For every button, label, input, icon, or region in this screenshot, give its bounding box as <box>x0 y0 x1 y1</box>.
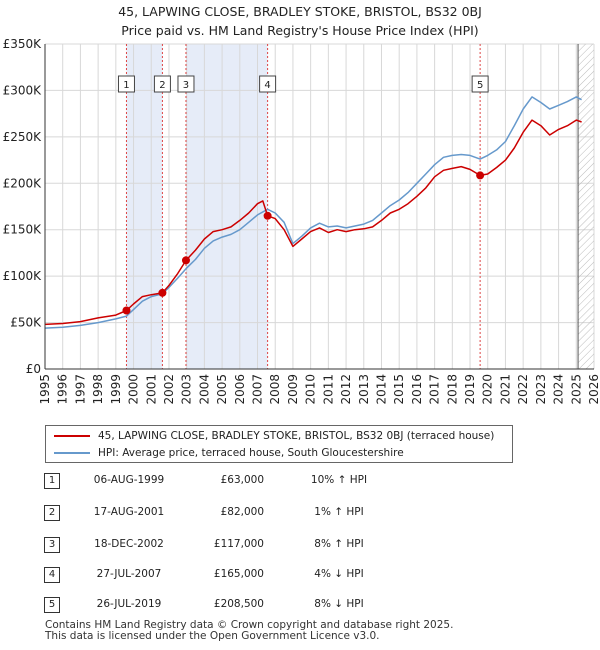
x-tick-label: 1998 <box>91 374 105 405</box>
y-tick-label: £0 <box>26 362 41 376</box>
sales-row: 2 17-AUG-2001 £82,000 1% ↑ HPI <box>44 505 564 525</box>
y-tick-label: £50K <box>10 316 42 330</box>
sale-marker-box <box>177 75 195 93</box>
x-tick-label: 2012 <box>339 374 353 405</box>
sale-hpi-change: 8% ↑ HPI <box>314 538 364 550</box>
sale-price: £117,000 <box>213 538 264 550</box>
sale-marker-box <box>153 75 171 93</box>
y-tick-label: £300K <box>3 83 43 97</box>
x-tick-label: 2000 <box>127 374 141 405</box>
x-tick-label: 2010 <box>304 374 318 405</box>
sale-marker-label: 1 <box>123 80 129 91</box>
x-tick-label: 2009 <box>286 374 300 405</box>
footer-line2: This data is licensed under the Open Gov… <box>45 630 380 642</box>
x-tick-label: 2022 <box>516 374 530 405</box>
x-tick-label: 1995 <box>38 374 52 405</box>
sales-row: 1 06-AUG-1999 £63,000 10% ↑ HPI <box>44 473 564 493</box>
series-line <box>44 119 582 326</box>
x-tick-label: 2025 <box>569 374 583 405</box>
x-tick-label: 2011 <box>321 374 335 405</box>
sale-date: 17-AUG-2001 <box>93 506 165 518</box>
footer-line1: Contains HM Land Registry data © Crown c… <box>45 619 454 631</box>
sale-hpi-change: 1% ↑ HPI <box>314 506 364 518</box>
sale-date: 06-AUG-1999 <box>93 474 165 486</box>
x-tick-label: 2014 <box>374 374 388 405</box>
sale-marker-box <box>471 75 489 93</box>
x-tick-label: 2015 <box>392 374 406 405</box>
sales-row: 3 18-DEC-2002 £117,000 8% ↑ HPI <box>44 537 564 557</box>
x-tick-label: 1996 <box>56 374 70 405</box>
x-tick-label: 2026 <box>587 374 600 405</box>
sale-number-badge: 2 <box>44 505 60 521</box>
sale-date: 26-JUL-2019 <box>96 598 162 610</box>
sale-point <box>476 171 485 180</box>
sale-number-badge: 5 <box>44 597 60 613</box>
sales-row: 4 27-JUL-2007 £165,000 4% ↓ HPI <box>44 567 564 587</box>
x-tick-label: 1999 <box>109 374 123 405</box>
x-tick-label: 2017 <box>428 374 442 405</box>
x-tick-label: 2019 <box>463 374 477 405</box>
y-tick-label: £100K <box>3 269 43 283</box>
sale-date: 27-JUL-2007 <box>96 568 162 580</box>
legend-entry-property: 45, LAPWING CLOSE, BRADLEY STOKE, BRISTO… <box>54 428 494 444</box>
sale-price: £165,000 <box>213 568 264 580</box>
sale-point <box>181 256 190 265</box>
sale-marker-label: 5 <box>477 80 483 91</box>
sale-price: £208,500 <box>213 598 264 610</box>
sale-marker-box <box>259 75 277 93</box>
x-tick-label: 2008 <box>268 374 282 405</box>
sale-marker-label: 2 <box>159 80 165 91</box>
x-tick-label: 2007 <box>251 374 265 405</box>
sales-row: 5 26-JUL-2019 £208,500 8% ↓ HPI <box>44 597 564 617</box>
sale-price: £63,000 <box>220 474 264 486</box>
x-tick-label: 2013 <box>357 374 371 405</box>
sale-hpi-change: 8% ↓ HPI <box>314 598 364 610</box>
x-tick-label: 2021 <box>498 374 512 405</box>
x-tick-label: 2003 <box>180 374 194 405</box>
chart-title: 45, LAPWING CLOSE, BRADLEY STOKE, BRISTO… <box>0 2 600 40</box>
x-tick-label: 2024 <box>552 374 566 405</box>
x-tick-label: 2023 <box>534 374 548 405</box>
sale-hpi-change: 4% ↓ HPI <box>314 568 364 580</box>
future-period-hatch <box>578 44 594 369</box>
y-tick-label: £250K <box>3 130 43 144</box>
sale-number-badge: 3 <box>44 537 60 553</box>
legend-swatch-hpi <box>54 452 90 454</box>
sale-date: 18-DEC-2002 <box>94 538 164 550</box>
x-tick-label: 2018 <box>445 374 459 405</box>
legend-swatch-property <box>54 435 90 437</box>
sale-marker-label: 3 <box>183 80 189 91</box>
x-tick-label: 2006 <box>233 374 247 405</box>
sale-marker-box <box>117 75 135 93</box>
legend-label-hpi: HPI: Average price, terraced house, Sout… <box>98 447 404 459</box>
chart-legend: 45, LAPWING CLOSE, BRADLEY STOKE, BRISTO… <box>45 425 513 463</box>
sale-price: £82,000 <box>220 506 264 518</box>
chart-title-line1: 45, LAPWING CLOSE, BRADLEY STOKE, BRISTO… <box>118 4 482 19</box>
chart-title-line2: Price paid vs. HM Land Registry's House … <box>121 23 479 38</box>
x-tick-label: 2004 <box>197 374 211 405</box>
x-tick-label: 2001 <box>144 374 158 405</box>
sale-marker-label: 4 <box>264 80 270 91</box>
legend-entry-hpi: HPI: Average price, terraced house, Sout… <box>54 445 404 461</box>
series-line <box>44 96 582 329</box>
sale-number-badge: 4 <box>44 567 60 583</box>
x-tick-label: 2005 <box>215 374 229 405</box>
x-tick-label: 2016 <box>410 374 424 405</box>
sale-number-badge: 1 <box>44 473 60 489</box>
x-tick-label: 2002 <box>162 374 176 405</box>
y-tick-label: £200K <box>3 176 43 190</box>
sale-point <box>158 288 167 297</box>
shaded-period <box>126 44 163 369</box>
y-tick-label: £150K <box>3 223 43 237</box>
sale-point <box>122 306 131 315</box>
legend-label-property: 45, LAPWING CLOSE, BRADLEY STOKE, BRISTO… <box>98 430 495 442</box>
x-tick-label: 1997 <box>73 374 87 405</box>
y-tick-label: £350K <box>3 37 43 51</box>
footer-attribution: Contains HM Land Registry data © Crown c… <box>45 620 453 642</box>
sale-hpi-change: 10% ↑ HPI <box>310 474 368 486</box>
x-tick-label: 2020 <box>481 374 495 405</box>
price-chart: 1 2 3 4 5 £0 £50K £100K £150K £200K £250K £300K £35… <box>3 37 600 405</box>
sale-point <box>263 211 272 220</box>
